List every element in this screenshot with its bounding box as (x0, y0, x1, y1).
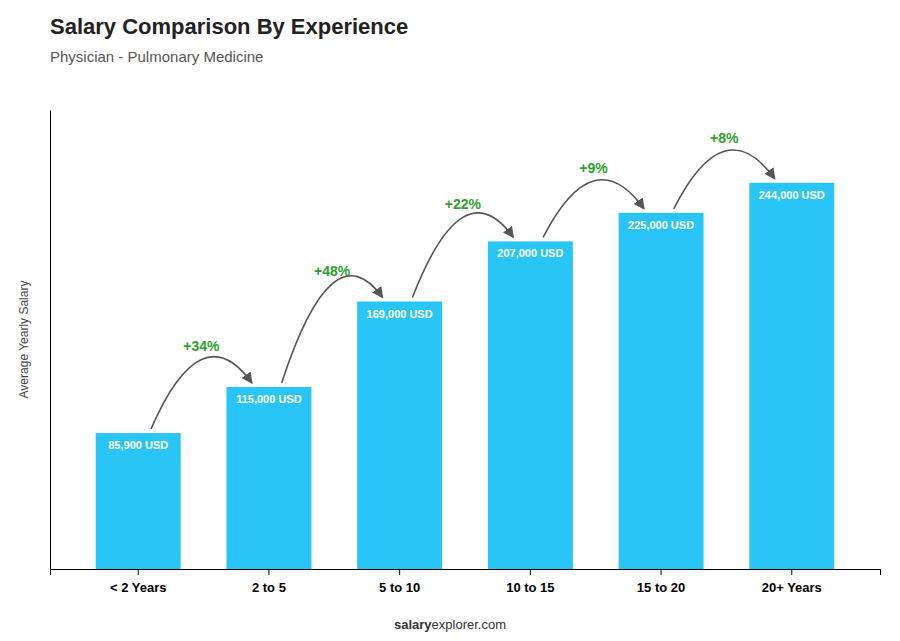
annotations: +34% +48% +22% +9% +8% (151, 130, 775, 429)
bar (96, 433, 181, 569)
data-label: 85,900 USD (108, 439, 168, 451)
data-label: 244,000 USD (759, 189, 825, 201)
plot: < 2 Years 2 to 5 5 to 10 10 to 15 15 to 20 20… (51, 111, 881, 596)
change-label: +48% (314, 263, 351, 279)
title: Salary Comparison By Experience (50, 14, 408, 39)
data-label: 169,000 USD (367, 308, 433, 320)
change-label: +22% (445, 196, 482, 212)
x-tick: 15 to 20 (637, 569, 685, 595)
subtitle: Physician - Pulmonary Medicine (50, 48, 263, 65)
data-label: 115,000 USD (236, 393, 301, 405)
change-label: +8% (710, 130, 739, 146)
x-tick: < 2 Years (110, 569, 167, 595)
x-tick: 20+ Years (762, 569, 822, 595)
x-tick: 5 to 10 (379, 569, 420, 595)
x-tick-mark (268, 569, 269, 575)
change-arrow (674, 150, 775, 209)
change-arrow (151, 357, 252, 429)
x-tick-mark (661, 569, 662, 575)
change-arrow (282, 276, 383, 383)
bars (96, 183, 835, 569)
y-axis (50, 111, 51, 570)
x-tick-label: 5 to 10 (379, 580, 420, 595)
change-label: +9% (579, 160, 608, 176)
data-labels: 85,900 USD 115,000 USD 169,000 USD 207,000 … (108, 189, 825, 451)
x-axis: < 2 Years 2 to 5 5 to 10 10 to 15 15 to 20 20… (51, 569, 881, 595)
x-tick-label: 20+ Years (762, 580, 822, 595)
x-tick: 10 to 15 (506, 569, 554, 595)
x-tick-label: 10 to 15 (506, 580, 554, 595)
footer-part: explorer.com (432, 617, 506, 632)
bar (226, 387, 311, 569)
bar (619, 213, 704, 569)
bar (749, 183, 834, 569)
x-tick-mark (138, 569, 139, 575)
x-tick-label: 15 to 20 (637, 580, 685, 595)
x-axis-line (51, 570, 881, 576)
change-arrow (412, 213, 513, 298)
footer-part: salary (394, 617, 432, 632)
x-tick-mark (399, 569, 400, 575)
bar (488, 241, 573, 569)
data-label: 207,000 USD (497, 247, 563, 259)
footer: salaryexplorer.com (394, 617, 506, 632)
change-arrow (543, 180, 644, 238)
y-axis-line (50, 111, 51, 570)
change-label: +34% (183, 338, 220, 354)
x-tick-label: < 2 Years (110, 580, 167, 595)
x-tick: 2 to 5 (252, 569, 286, 595)
x-tick-mark (530, 569, 531, 575)
chart: Salary Comparison By Experience Physician… (0, 0, 900, 641)
data-label: 225,000 USD (628, 219, 694, 231)
y-axis-label: Average Yearly Salary (17, 281, 31, 399)
x-tick-label: 2 to 5 (252, 580, 286, 595)
x-tick-mark (791, 569, 792, 575)
bar (357, 302, 442, 569)
